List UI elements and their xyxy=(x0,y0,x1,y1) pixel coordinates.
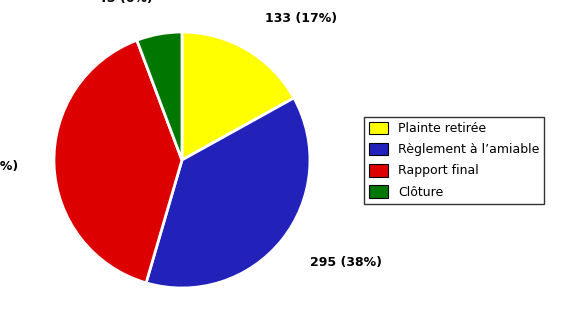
Text: 45 (6%): 45 (6%) xyxy=(98,0,153,5)
Text: 312 (40%): 312 (40%) xyxy=(0,160,18,173)
Text: 295 (38%): 295 (38%) xyxy=(310,256,382,269)
Wedge shape xyxy=(137,32,182,160)
Text: 133 (17%): 133 (17%) xyxy=(265,12,338,25)
Legend: Plainte retirée, Règlement à l’amiable, Rapport final, Clôture: Plainte retirée, Règlement à l’amiable, … xyxy=(364,116,544,204)
Wedge shape xyxy=(182,32,294,160)
Wedge shape xyxy=(54,40,182,283)
Wedge shape xyxy=(146,98,310,288)
